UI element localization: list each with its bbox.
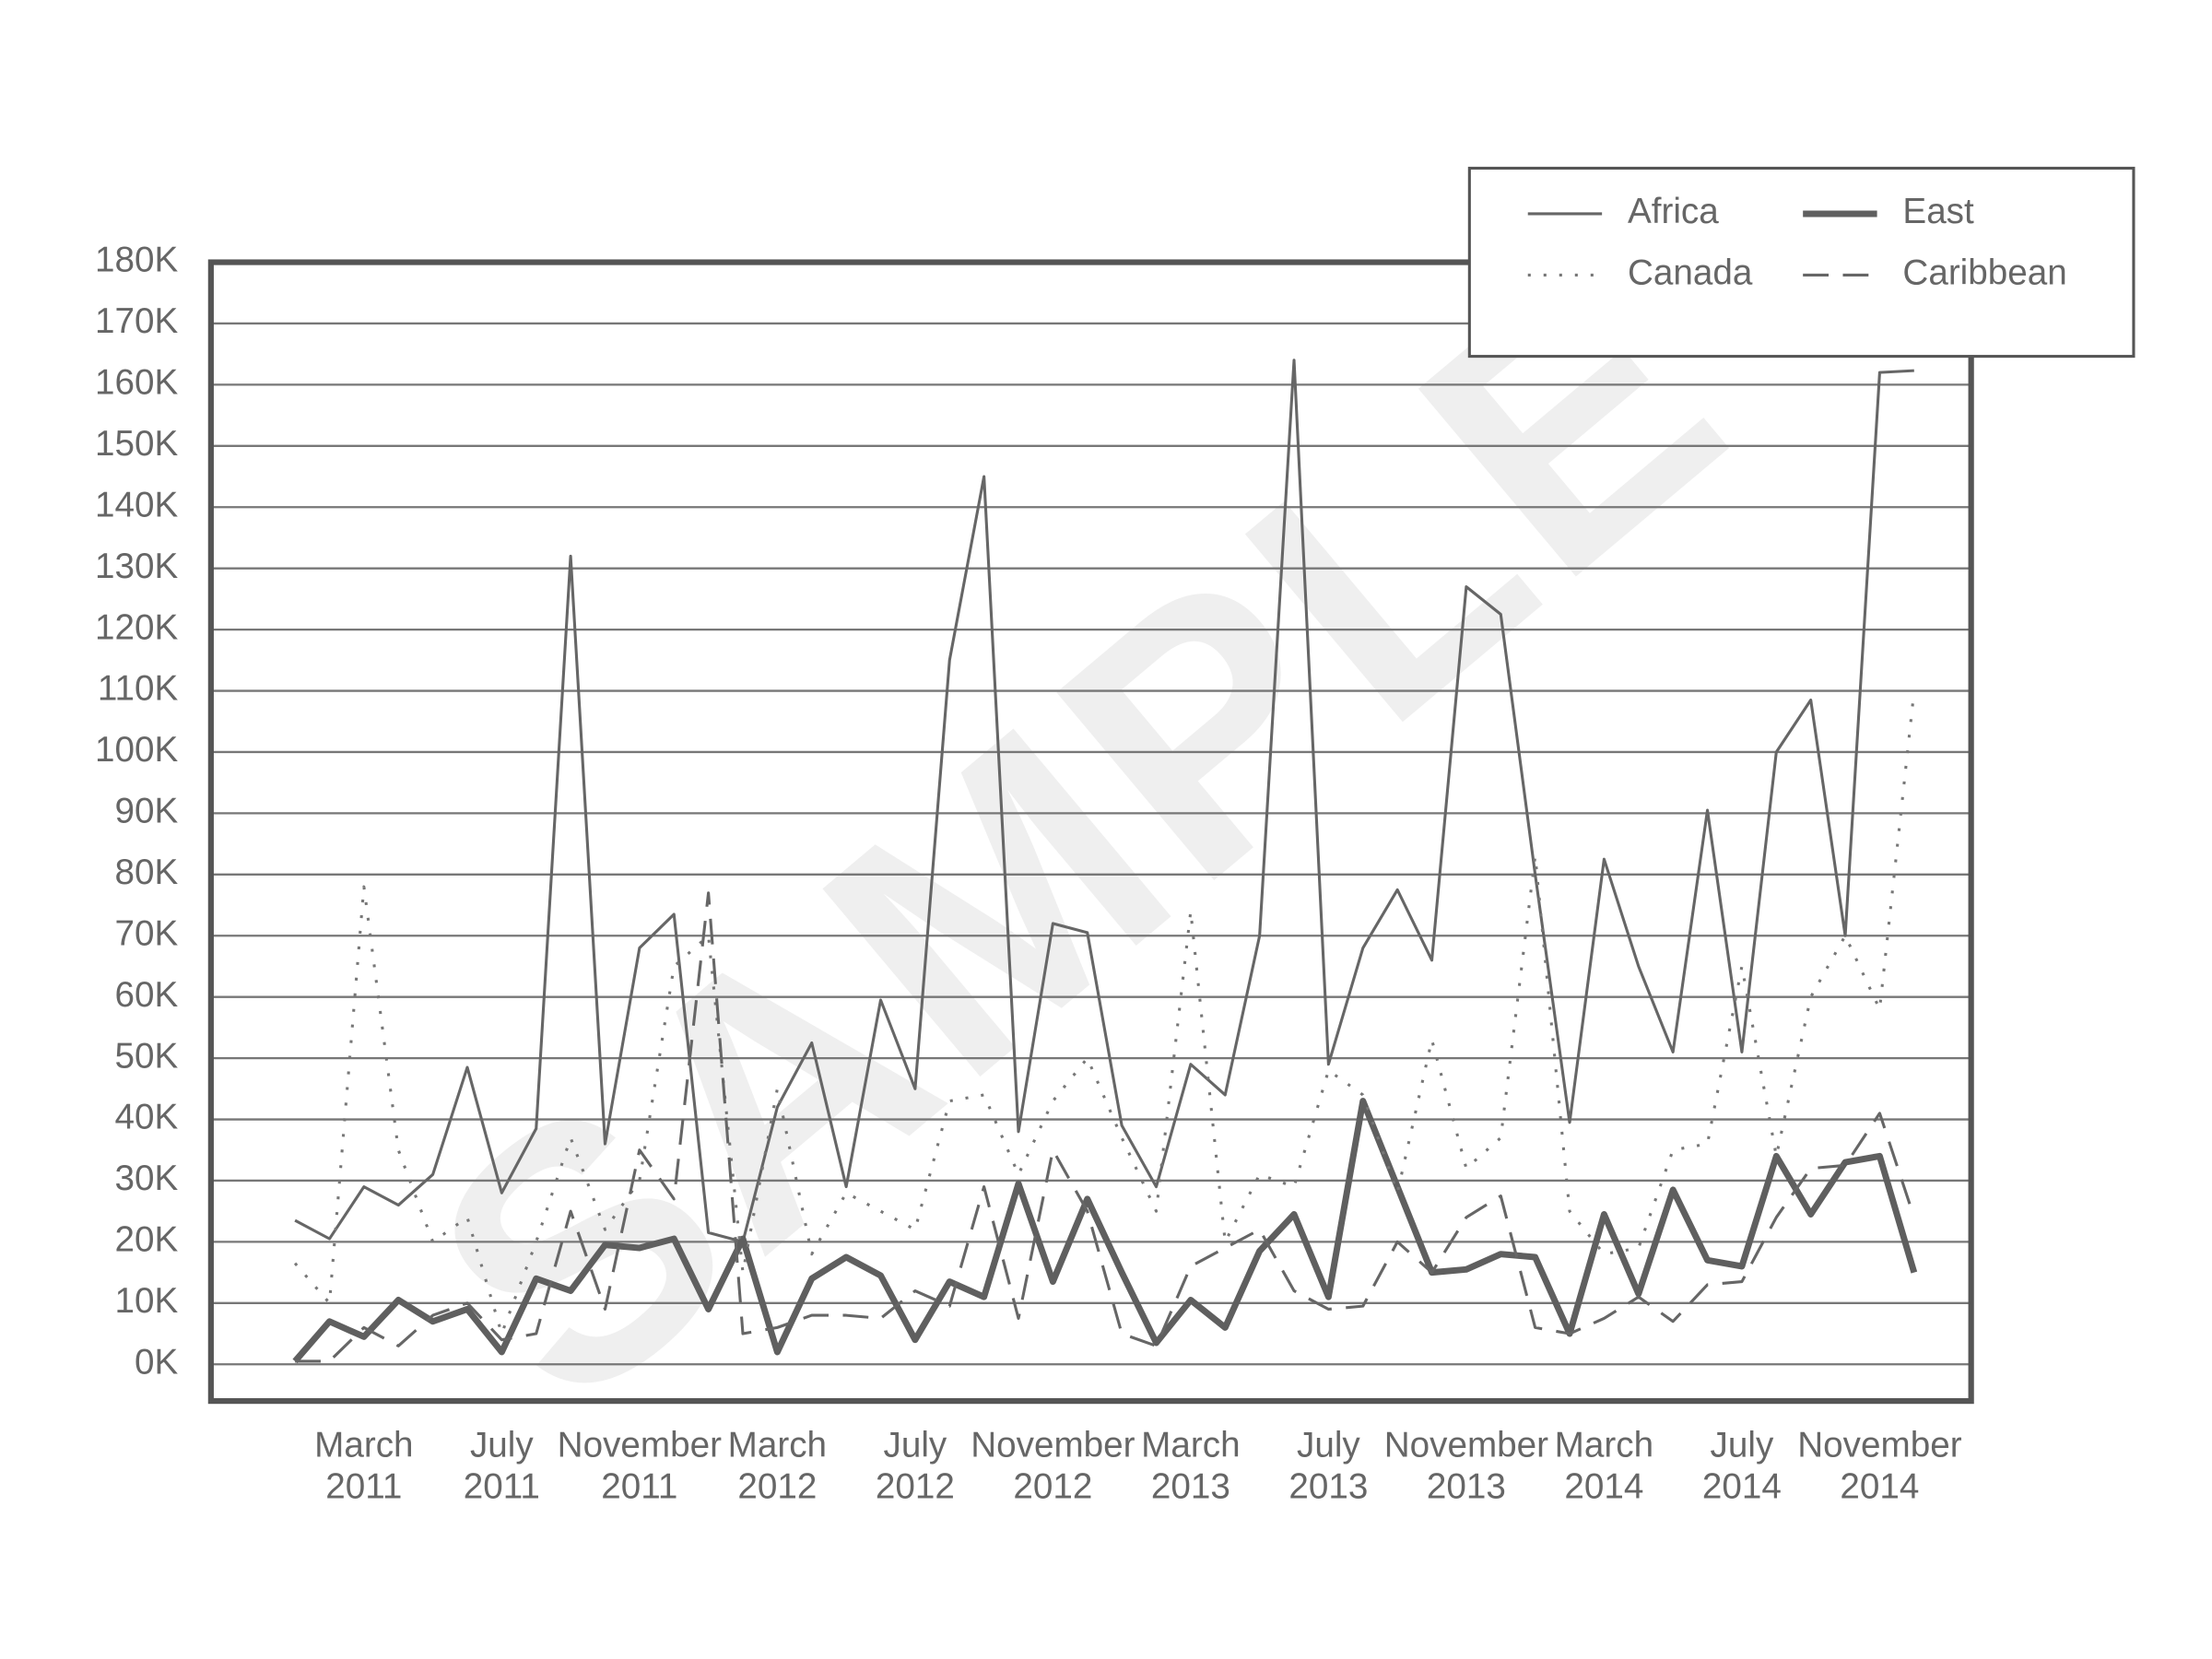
legend-label: Canada xyxy=(1628,253,1753,293)
y-tick-label: 80K xyxy=(115,853,179,892)
x-tick-label: July 2013 xyxy=(1288,1425,1369,1507)
x-tick-label: March 2014 xyxy=(1554,1425,1654,1507)
y-tick-label: 110K xyxy=(98,669,179,709)
x-tick-label-box: July 2013 xyxy=(1288,1425,1369,1507)
series-line xyxy=(295,891,1916,1363)
plot-frame xyxy=(207,259,1974,1405)
x-tick-label-box: March 2013 xyxy=(1141,1425,1241,1507)
series-line xyxy=(294,359,1914,1243)
x-tick-label-box: July 2014 xyxy=(1701,1425,1782,1507)
y-tick-label: 170K xyxy=(95,301,178,341)
x-tick-label: July 2014 xyxy=(1701,1425,1782,1507)
x-tick-label-box: July 2012 xyxy=(875,1425,955,1507)
x-tick-label: July 2011 xyxy=(463,1425,540,1507)
x-tick-label-box: March 2014 xyxy=(1554,1425,1654,1507)
x-tick-label: November 2014 xyxy=(1797,1425,1962,1507)
y-tick-label: 90K xyxy=(115,792,179,831)
y-tick-label: 120K xyxy=(95,607,178,647)
x-tick-label: November 2012 xyxy=(971,1425,1135,1507)
x-tick-label: November 2011 xyxy=(557,1425,723,1507)
y-tick-label: 160K xyxy=(95,363,178,403)
legend-label: Africa xyxy=(1628,192,1719,231)
y-tick-label: 100K xyxy=(95,730,178,770)
x-tick-label-box: November 2011 xyxy=(557,1425,723,1507)
y-tick-label: 40K xyxy=(115,1098,179,1137)
x-tick-label-box: November 2014 xyxy=(1797,1425,1962,1507)
x-tick-label-box: March 2011 xyxy=(314,1425,414,1507)
y-tick-label: 50K xyxy=(115,1036,179,1076)
x-tick-label-box: November 2012 xyxy=(971,1425,1135,1507)
y-tick-label: 30K xyxy=(115,1159,179,1198)
y-tick-label: 10K xyxy=(115,1281,179,1321)
x-tick-label: March 2012 xyxy=(727,1425,828,1507)
series-line xyxy=(292,1098,1918,1364)
x-tick-label: July 2012 xyxy=(875,1425,955,1507)
x-tick-label: March 2013 xyxy=(1141,1425,1241,1507)
y-tick-label: 180K xyxy=(95,241,178,280)
y-tick-label: 130K xyxy=(95,547,178,586)
y-tick-label: 150K xyxy=(95,424,178,464)
x-tick-label-box: November 2013 xyxy=(1383,1425,1549,1507)
legend-label: East xyxy=(1902,192,1974,231)
y-tick-label: 60K xyxy=(115,975,179,1015)
y-tick-label: 140K xyxy=(95,485,178,524)
x-tick-label-box: March 2012 xyxy=(727,1425,828,1507)
y-tick-label: 20K xyxy=(115,1220,179,1260)
x-tick-label: March 2011 xyxy=(314,1425,414,1507)
legend-label: Caribbean xyxy=(1902,253,2066,293)
y-tick-label: 70K xyxy=(115,913,179,953)
legend-box xyxy=(1467,166,2136,359)
x-tick-label: November 2013 xyxy=(1383,1425,1549,1507)
x-tick-label-box: July 2011 xyxy=(463,1425,540,1507)
y-tick-label: 0K xyxy=(135,1342,178,1382)
